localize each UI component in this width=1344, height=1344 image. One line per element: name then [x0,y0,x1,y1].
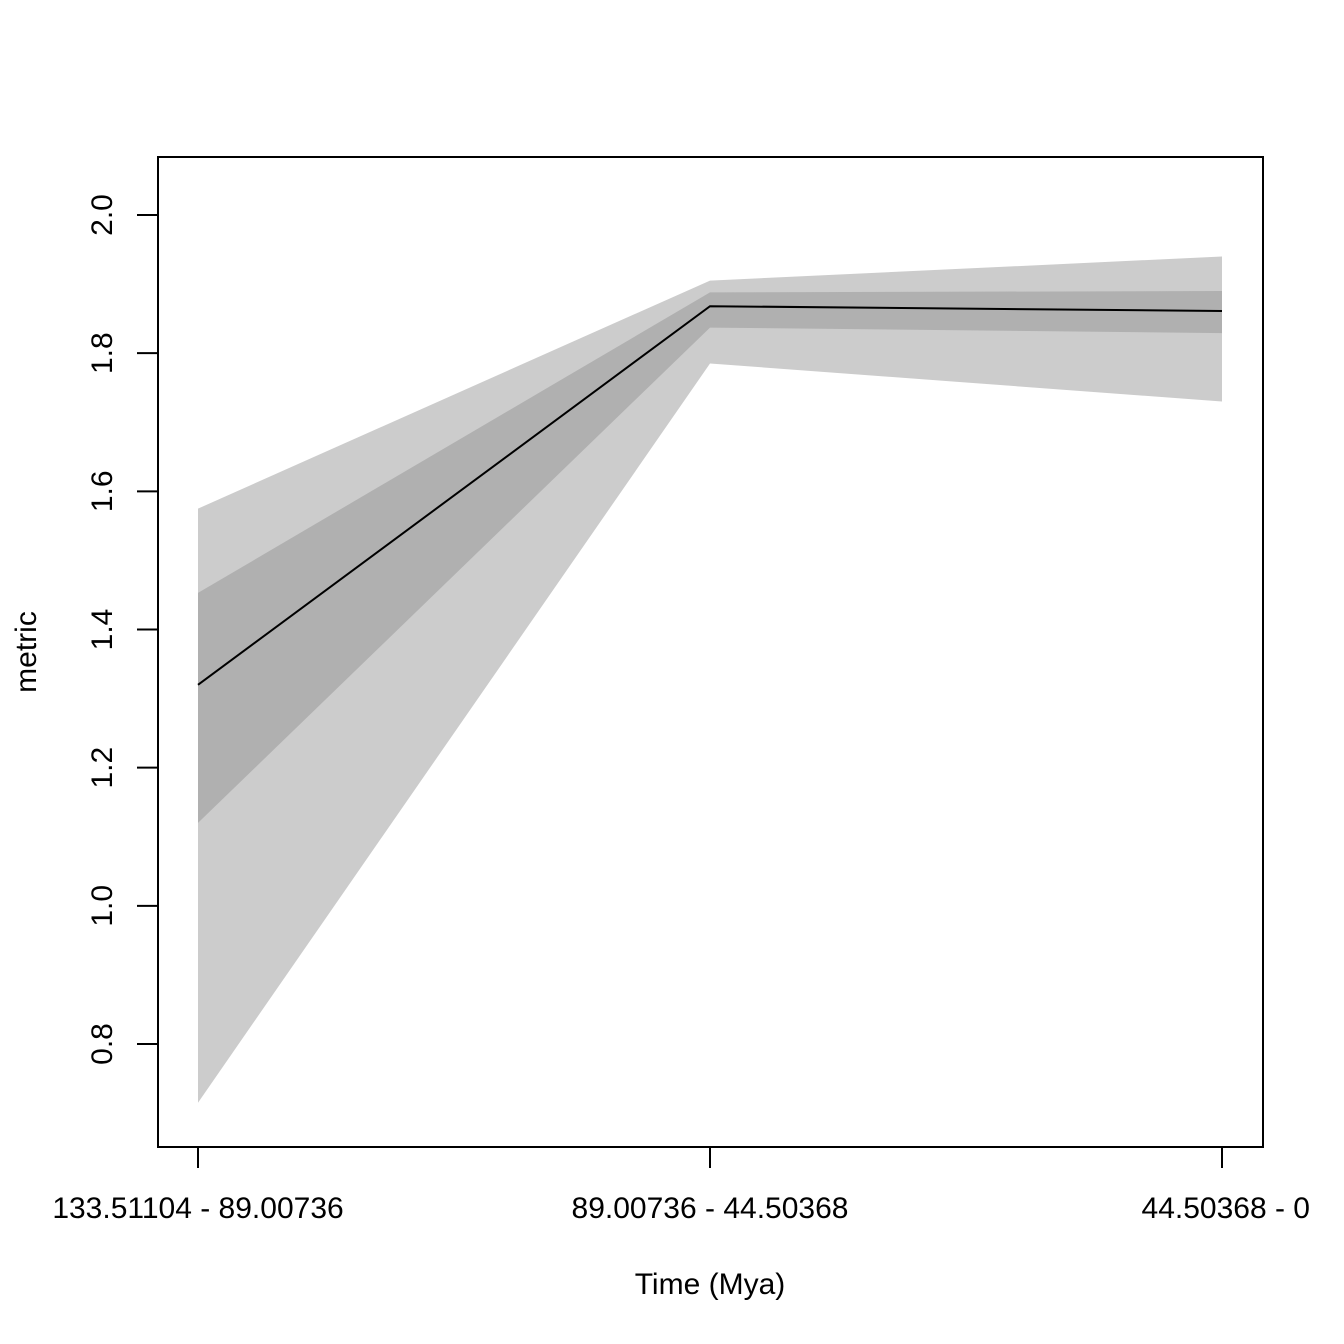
y-tick-label: 2.0 [86,194,119,236]
outer-band [198,256,1222,1103]
y-tick-label: 1.8 [86,332,119,374]
y-tick-label: 1.4 [86,609,119,651]
x-axis: 133.51104 - 89.00736 89.00736 - 44.50368 4… [52,1146,1310,1225]
inner-band [198,291,1222,823]
series-line [197,305,1223,686]
y-tick-label: 1.2 [86,747,119,789]
y-tick-label: 1.6 [86,470,119,512]
y-tick-label: 1.0 [86,885,119,927]
y-tick-label: 0.8 [86,1023,119,1065]
x-tick-label: 44.50368 - 0 [1142,1192,1310,1225]
series-lines [197,305,1223,686]
confidence-bands [198,256,1222,1103]
y-axis-title: metric [10,611,43,693]
x-tick-label: 89.00736 - 44.50368 [572,1192,849,1225]
x-axis-title: Time (Mya) [635,1268,786,1301]
x-tick-label: 133.51104 - 89.00736 [52,1192,343,1225]
y-axis: 0.8 1.0 1.2 1.4 1.6 1.8 2.0 [86,194,159,1065]
